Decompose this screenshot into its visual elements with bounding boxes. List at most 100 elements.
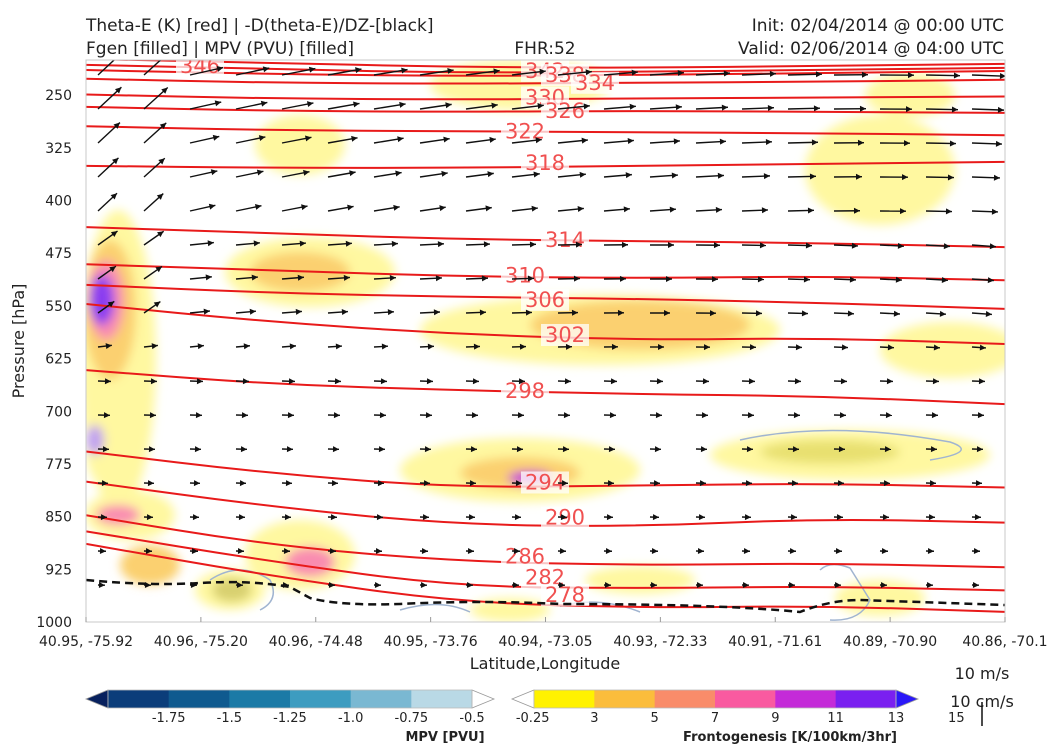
vector-arrowhead: [377, 480, 384, 487]
vector-arrowhead: [581, 137, 588, 144]
colorbar-segment: [594, 690, 656, 708]
contour-label-bg: [521, 288, 569, 311]
vector-arrowhead: [196, 378, 203, 385]
vector-arrowhead: [387, 309, 394, 316]
vector-arrowhead: [703, 344, 710, 351]
vector-arrowhead: [445, 102, 452, 109]
vector-arrowhead: [381, 343, 388, 350]
vector-arrowhead: [149, 412, 156, 419]
vector-arrowhead: [153, 301, 161, 308]
vector-arrowhead: [207, 240, 214, 247]
vector-arrowhead: [671, 172, 678, 179]
stability-contour: [86, 578, 1005, 614]
vector-arrowhead: [308, 66, 316, 73]
vector-arrowhead: [537, 103, 544, 109]
vector-arrowhead: [110, 193, 118, 200]
vector-arrowhead: [535, 137, 542, 144]
vector-arrowhead: [516, 446, 523, 453]
vector-arrowhead: [260, 100, 268, 107]
vector-arrowhead: [425, 412, 432, 419]
y-tick-label: 1000: [36, 615, 72, 631]
vector-arrowhead: [631, 69, 638, 76]
vector-arrowhead: [997, 106, 1004, 113]
colorbar-segment: [108, 690, 170, 708]
chart-title-line1: Theta-E (K) [red] | -D(theta-E)/DZ-[blac…: [85, 16, 434, 36]
vector-arrowhead: [332, 446, 339, 453]
vector-arrowhead: [286, 446, 293, 453]
vector-arrowhead: [974, 514, 981, 521]
vector-arrowhead: [145, 548, 152, 555]
fgen-colorbar-label: Frontogenesis [K/100km/3hr]: [683, 730, 897, 745]
vector-arrowhead: [945, 208, 952, 215]
vector-arrowhead: [895, 276, 902, 283]
vector-arrowhead: [791, 480, 798, 487]
contour-label: 306: [525, 288, 565, 312]
colorbar-frame: [533, 689, 897, 709]
vector-arrowhead: [437, 241, 444, 248]
vector-arrowhead: [698, 514, 705, 521]
vector-arrowhead: [518, 378, 525, 385]
vector-arrowhead: [380, 378, 387, 385]
vector-arrowhead: [788, 582, 795, 589]
vector-arrowhead: [421, 548, 428, 555]
vector-arrowhead: [289, 343, 296, 350]
vector-arrowhead: [585, 69, 592, 76]
vector-arrowhead: [847, 310, 854, 317]
vector-arrowhead: [156, 193, 164, 200]
vector-arrowhead: [212, 134, 220, 141]
vector-arrowhead: [745, 480, 752, 487]
colorbar-tick-label: 3: [590, 711, 598, 726]
vector-arrowhead: [483, 241, 490, 248]
contour-label-bg: [521, 151, 569, 174]
vector-arrowhead: [433, 309, 440, 316]
vector-arrowhead: [473, 343, 480, 350]
contour-label-bg: [501, 380, 549, 403]
colorbar-extend-high: [895, 689, 920, 709]
contour-label: 286: [505, 544, 545, 568]
y-tick-label: 250: [45, 88, 72, 104]
vector-arrowhead: [805, 242, 812, 249]
vector-arrowhead: [625, 172, 632, 179]
vector-arrowhead: [328, 582, 335, 589]
vector-arrowhead: [930, 446, 937, 453]
vector-arrowhead: [375, 548, 382, 555]
y-tick-label: 775: [45, 457, 72, 473]
frontogenesis-colorbar: 3 5 7 9 11 13 15: [510, 689, 965, 726]
vector-arrowhead: [214, 100, 222, 107]
vector-arrowhead: [159, 122, 167, 130]
colorbar-extend-low: [510, 689, 535, 709]
vector-arrowhead: [792, 446, 799, 453]
x-tick-label: 40.91, -71.61: [728, 634, 822, 650]
vector-arrowhead: [192, 514, 199, 521]
vector-arrowhead: [609, 412, 616, 419]
vector-arrowhead: [99, 548, 106, 555]
vector-arrowhead: [238, 514, 245, 521]
vector-arrowhead: [761, 207, 768, 214]
vector-arrowhead: [378, 446, 385, 453]
valid-time: Valid: 02/06/2014 @ 04:00 UTC: [738, 39, 1004, 59]
vector-arrowhead: [861, 71, 868, 78]
vector-arrowhead: [531, 205, 538, 212]
contour-label-bg: [521, 471, 569, 494]
vector-arrowhead: [885, 412, 892, 419]
vector-arrowhead: [513, 548, 520, 555]
y-axis-label: Pressure [hPa]: [9, 284, 28, 399]
vector-arrowhead: [397, 136, 404, 143]
vector-arrowhead: [617, 309, 624, 316]
vector-arrowhead: [835, 548, 842, 555]
vector-arrowhead: [441, 170, 448, 177]
colorbar-segment: [290, 690, 352, 708]
vector-arrowhead: [435, 275, 442, 282]
vector-arrowhead: [249, 308, 256, 315]
vector-arrowhead: [112, 157, 119, 165]
vector-arrowhead: [427, 343, 434, 350]
vector-arrowhead: [158, 158, 165, 165]
vector-arrowhead: [607, 480, 614, 487]
vector-arrowhead: [653, 480, 660, 487]
vector-arrow: [97, 60, 116, 76]
vector-arrowhead: [161, 87, 168, 94]
vector-arrowhead: [203, 308, 210, 315]
vector-arrowhead: [853, 207, 860, 214]
x-axis-label: Latitude,Longitude: [470, 654, 621, 673]
vector-arrowhead: [100, 514, 107, 521]
